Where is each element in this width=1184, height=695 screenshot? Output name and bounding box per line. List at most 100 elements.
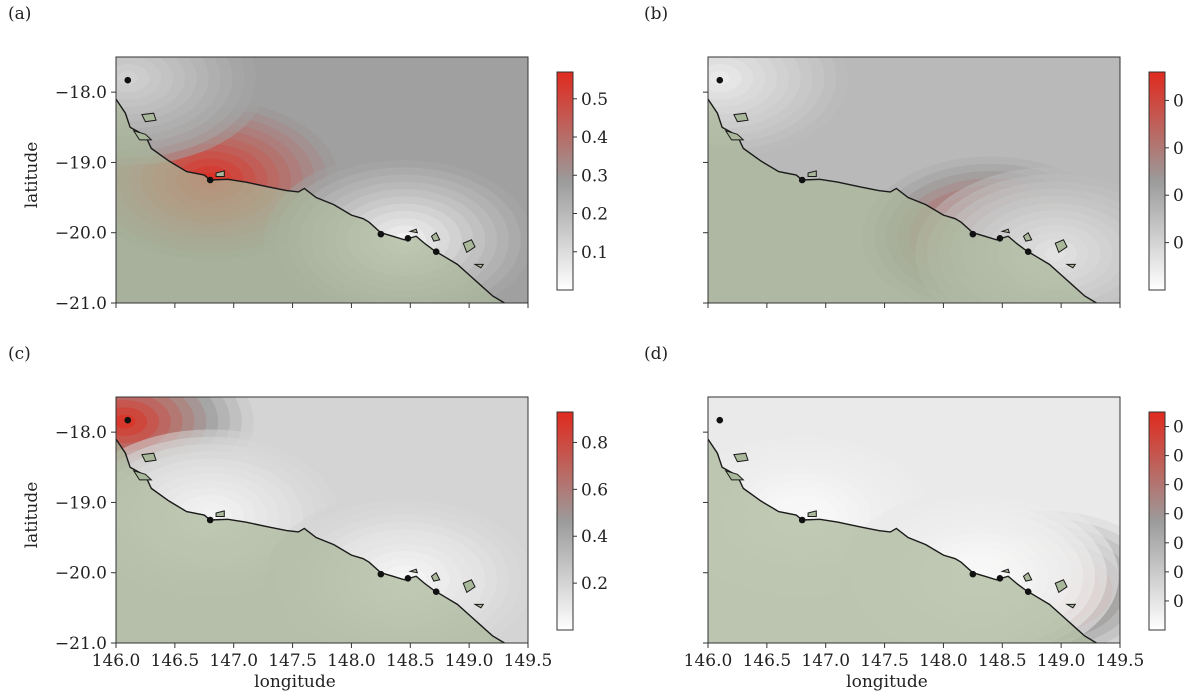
colorbar <box>1148 71 1166 291</box>
site-marker <box>716 76 724 84</box>
island <box>141 112 157 123</box>
x-axis-label: longitude <box>846 672 928 692</box>
colorbar-tick-label: 0.2 <box>581 205 608 225</box>
island <box>1065 263 1077 269</box>
panel-d: (d) 146.0 146.5 147.0 147.5 148.0 148.5 149.0 1… <box>592 340 1184 671</box>
island <box>462 239 476 254</box>
land-area <box>116 99 505 303</box>
island <box>132 129 153 141</box>
coastline <box>116 98 505 303</box>
colorbar-tick-label: 0.6 <box>581 480 608 500</box>
y-tick-label: −21.0 <box>55 294 107 314</box>
island <box>1000 228 1011 234</box>
site-marker <box>716 416 724 424</box>
x-tick-label: 147.0 <box>209 651 258 671</box>
colorbar-tick-label: 0.7 <box>1173 418 1184 438</box>
colorbar-tick-label: 0.6 <box>1173 447 1184 467</box>
heatmap-map-b: 0.2 0.4 0.6 0.8 <box>703 56 1184 308</box>
y-tick-label: −19.0 <box>55 153 107 173</box>
panel-a: (a) −18.0 −19.0 −20.0 −21.0 0.1 0.2 0.3 0.4 0.5 … <box>0 0 608 330</box>
heatmap-map-d: 146.0 146.5 147.0 147.5 148.0 148.5 149.0 149.5… <box>684 396 1184 671</box>
colorbar-tick-label: 0.4 <box>581 527 608 547</box>
y-tick-label: −20.0 <box>55 224 107 244</box>
y-axis-label: latitude <box>22 141 42 209</box>
x-tick-label: 147.5 <box>268 651 317 671</box>
island <box>430 571 441 582</box>
site-marker <box>996 235 1004 242</box>
site-marker <box>798 176 806 184</box>
colorbar-tick-label: 0.1 <box>1173 592 1184 612</box>
site-marker <box>377 570 385 578</box>
site-marker <box>404 235 412 242</box>
land-area <box>708 99 1097 303</box>
island <box>473 263 485 269</box>
x-tick-label: 147.5 <box>860 651 909 671</box>
colorbar <box>1148 411 1166 631</box>
island <box>132 469 153 481</box>
land-area <box>708 439 1097 643</box>
colorbar-tick-label: 0.4 <box>581 128 608 148</box>
coastline <box>708 98 1097 303</box>
x-tick-label: 147.0 <box>801 651 850 671</box>
panel-label: (b) <box>644 4 669 24</box>
panel-b: (b) 0.2 0.4 0.6 0.8 <box>592 0 1184 330</box>
colorbar-tick-label: 0.2 <box>1173 234 1184 254</box>
y-axis-label: latitude <box>22 481 42 549</box>
colorbar-tick-label: 0.1 <box>581 243 608 263</box>
coastline <box>116 438 505 643</box>
panel-label: (a) <box>8 4 32 24</box>
island <box>1054 579 1068 594</box>
x-tick-label: 148.5 <box>978 651 1027 671</box>
island <box>1022 571 1033 582</box>
island <box>408 568 419 574</box>
island <box>462 579 476 594</box>
colorbar-tick-label: 0.2 <box>581 574 608 594</box>
panel-label: (c) <box>8 344 31 364</box>
x-tick-label: 149.0 <box>1037 651 1086 671</box>
island <box>1054 239 1068 254</box>
island <box>430 231 441 242</box>
colorbar-tick-label: 0.3 <box>581 166 608 186</box>
x-tick-label: 146.5 <box>743 651 792 671</box>
panel-label: (d) <box>644 344 669 364</box>
coastline <box>708 438 1097 643</box>
site-marker <box>969 230 977 238</box>
colorbar-tick-label: 0.4 <box>1173 186 1184 206</box>
island <box>733 112 749 123</box>
island <box>807 510 817 517</box>
site-marker <box>404 575 412 582</box>
plot-frame <box>115 56 529 304</box>
colorbar <box>556 71 574 291</box>
island <box>807 170 817 177</box>
site-marker <box>206 516 214 524</box>
y-tick-label: −18.0 <box>55 83 107 103</box>
x-tick-label: 149.0 <box>445 651 494 671</box>
colorbar-tick-label: 0.4 <box>1173 505 1184 525</box>
island <box>724 469 745 481</box>
x-tick-label: 149.5 <box>1096 651 1145 671</box>
plot-frame <box>115 396 529 644</box>
x-tick-label: 149.5 <box>504 651 553 671</box>
heatmap-map-a: −18.0 −19.0 −20.0 −21.0 0.1 0.2 0.3 0.4 0.5 <box>55 56 608 314</box>
island <box>215 170 225 177</box>
colorbar-tick-label: 0.5 <box>581 90 608 110</box>
site-marker <box>969 570 977 578</box>
colorbar <box>556 411 574 631</box>
x-axis-label: longitude <box>254 672 336 692</box>
x-tick-label: 148.0 <box>327 651 376 671</box>
site-marker <box>798 516 806 524</box>
x-tick-label: 146.5 <box>151 651 200 671</box>
site-marker <box>377 230 385 238</box>
plot-frame <box>707 396 1121 644</box>
colorbar-tick-label: 0.8 <box>1173 91 1184 111</box>
x-tick-label: 146.0 <box>92 651 141 671</box>
site-marker <box>1024 588 1032 595</box>
site-marker <box>124 76 132 84</box>
y-tick-label: −20.0 <box>55 564 107 584</box>
site-marker <box>206 176 214 184</box>
y-tick-label: −21.0 <box>55 634 107 654</box>
island <box>473 603 485 609</box>
site-marker <box>124 416 132 424</box>
